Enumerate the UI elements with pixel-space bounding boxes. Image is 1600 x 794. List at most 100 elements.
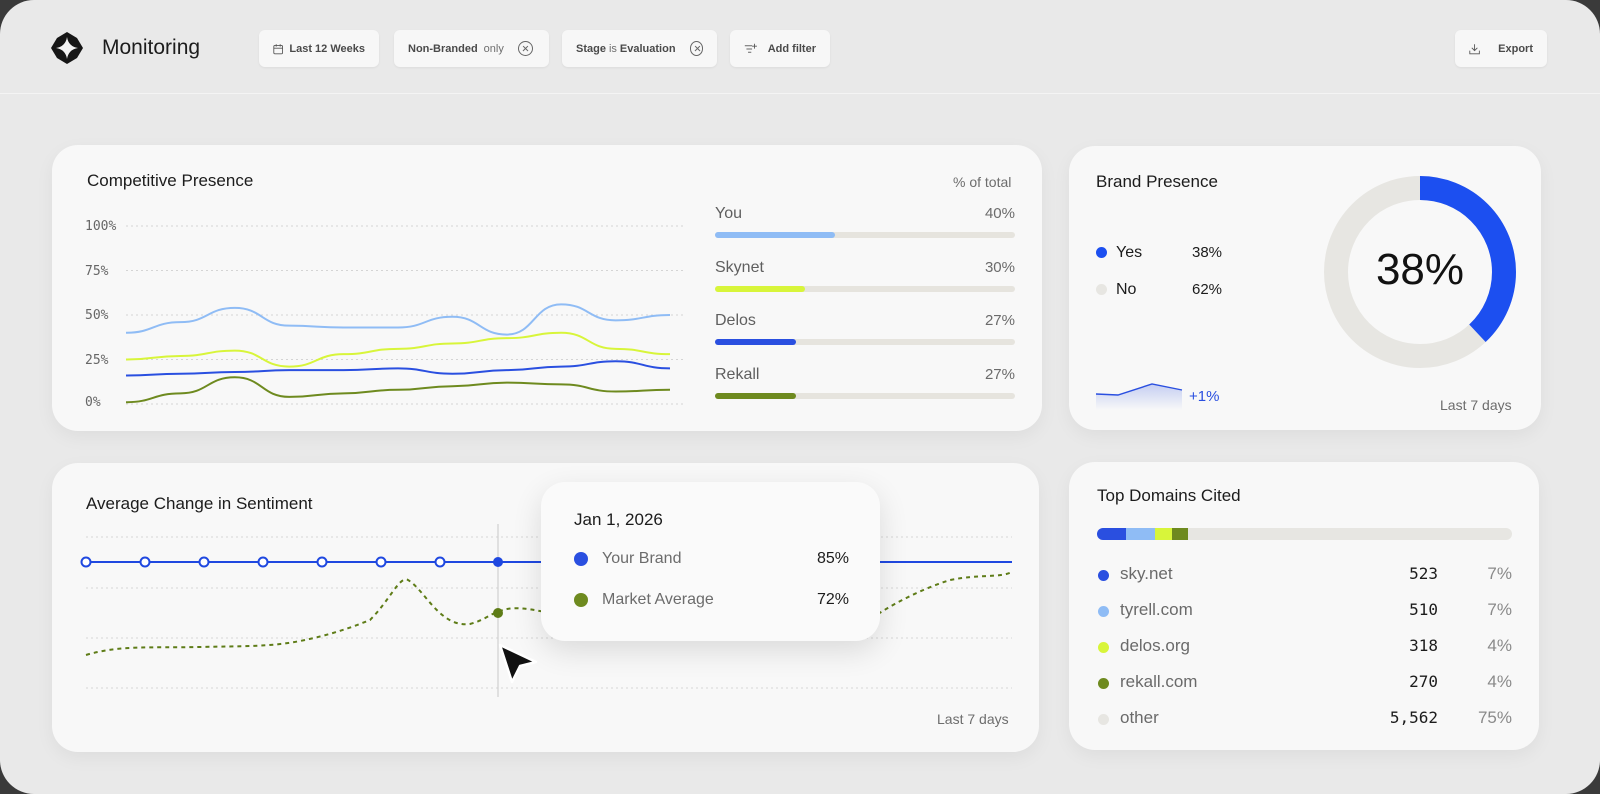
y-tick-label: 0%	[85, 395, 101, 410]
download-icon	[1469, 43, 1480, 54]
competitor-percent: 27%	[984, 366, 1015, 383]
donut-segment-yes	[1324, 176, 1516, 368]
no-legend-dot	[1096, 284, 1107, 296]
domain-row[interactable]: tyrell.com 510 7%	[1098, 600, 1512, 624]
domain-count: 523	[1409, 564, 1438, 583]
domain-name: other	[1120, 708, 1159, 727]
stage-filter-op: is	[608, 42, 617, 55]
tooltip-value: 72%	[816, 591, 849, 608]
remove-filter-icon[interactable]	[689, 41, 703, 56]
domain-share-segment	[1188, 528, 1500, 540]
branded-filter-chip[interactable]: Non-Branded only	[394, 30, 549, 67]
domain-dot	[1098, 642, 1109, 653]
yes-legend-dot	[1096, 247, 1107, 259]
competitor-row: Skynet 30%	[715, 259, 1015, 309]
brand-presence-donut	[1324, 176, 1516, 368]
competitor-row: Rekall 27%	[715, 366, 1015, 416]
domain-row[interactable]: delos.org 318 4%	[1098, 636, 1512, 660]
legend-yes: Yes 38%	[1096, 244, 1222, 262]
sentiment-footer: Last 7 days	[937, 711, 1009, 727]
add-filter-button[interactable]: Add filter	[730, 30, 830, 67]
add-filter-icon	[744, 43, 757, 53]
market-dot	[574, 593, 588, 607]
competitor-name: Rekall	[715, 366, 760, 383]
y-tick-label: 75%	[85, 264, 109, 279]
series-line-skynet	[125, 331, 671, 368]
competitor-bar-track	[715, 339, 1015, 345]
tooltip-value: 85%	[816, 550, 849, 567]
domain-dot	[1098, 678, 1109, 689]
domain-share-segment	[1126, 528, 1156, 540]
competitor-bar-fill	[715, 339, 796, 345]
y-tick-label: 25%	[85, 353, 109, 368]
series-line-delos	[125, 360, 671, 377]
domain-percent: 7%	[1487, 600, 1512, 619]
domain-share-bar	[1097, 528, 1512, 540]
tooltip-date: Jan 1, 2026	[574, 510, 663, 529]
trend-sparkline	[1095, 383, 1183, 410]
remove-filter-icon[interactable]	[517, 41, 533, 56]
brand-presence-footer: Last 7 days	[1440, 397, 1512, 413]
date-range-label: Last 12 Weeks	[289, 42, 365, 55]
series-line-rekall	[125, 376, 671, 404]
competitor-bar-fill	[715, 393, 796, 399]
competitor-row: You 40%	[715, 205, 1015, 255]
donut-center-value: 38%	[1375, 245, 1465, 294]
branded-filter-name: Non-Branded	[408, 42, 478, 55]
percent-of-total-label: % of total	[953, 174, 1012, 190]
stage-filter-name: Stage	[576, 42, 606, 55]
domain-share-segment	[1171, 528, 1189, 540]
mouse-cursor-icon	[498, 643, 538, 684]
competitor-row: Delos 27%	[715, 312, 1015, 362]
domain-name: tyrell.com	[1120, 600, 1193, 619]
branded-filter-suffix: only	[483, 42, 504, 55]
domain-row[interactable]: sky.net 523 7%	[1098, 564, 1512, 588]
competitor-bar-fill	[715, 286, 805, 292]
y-tick-label: 50%	[85, 308, 109, 323]
competitor-bar-track	[715, 393, 1015, 399]
domain-percent: 7%	[1487, 564, 1512, 583]
yes-label: Yes	[1116, 244, 1143, 261]
top-domains-card	[1069, 462, 1539, 750]
stage-filter-value: Evaluation	[619, 42, 676, 55]
domain-percent: 75%	[1477, 708, 1512, 727]
competitor-bar-track	[715, 286, 1015, 292]
domain-share-segment	[1097, 528, 1127, 540]
yes-percent: 38%	[1192, 244, 1223, 261]
domain-count: 270	[1409, 672, 1438, 691]
stage-filter-chip[interactable]: Stage is Evaluation	[562, 30, 717, 67]
competitive-presence-title: Competitive Presence	[87, 171, 254, 190]
domain-dot	[1098, 714, 1109, 725]
domain-count: 5,562	[1389, 708, 1438, 727]
domain-name: sky.net	[1120, 564, 1173, 583]
domain-share-segment	[1155, 528, 1172, 540]
competitor-percent: 27%	[984, 312, 1015, 329]
domain-count: 510	[1409, 600, 1438, 619]
logo-icon	[51, 32, 83, 64]
chart-tooltip: Jan 1, 2026 Your Brand 85% Market Averag…	[541, 482, 880, 641]
trend-value: +1%	[1189, 388, 1220, 405]
competitor-name: You	[715, 205, 742, 222]
no-label: No	[1116, 281, 1137, 298]
domain-dot	[1098, 570, 1109, 581]
export-label: Export	[1498, 42, 1533, 55]
page-title: Monitoring	[102, 36, 201, 59]
competitor-bar-track	[715, 232, 1015, 238]
add-filter-label: Add filter	[767, 42, 816, 55]
date-range-filter[interactable]: Last 12 Weeks	[259, 30, 379, 67]
domain-row[interactable]: rekall.com 270 4%	[1098, 672, 1512, 696]
no-percent: 62%	[1192, 281, 1223, 298]
domain-name: delos.org	[1120, 636, 1190, 655]
domain-percent: 4%	[1487, 672, 1512, 691]
domain-row[interactable]: other 5,562 75%	[1098, 708, 1512, 732]
domain-name: rekall.com	[1120, 672, 1198, 691]
competitor-percent: 30%	[984, 259, 1015, 276]
domain-percent: 4%	[1487, 636, 1512, 655]
brand-dot	[574, 552, 588, 566]
export-button[interactable]: Export	[1455, 30, 1547, 67]
legend-no: No 62%	[1096, 281, 1222, 299]
domain-count: 318	[1409, 636, 1438, 655]
